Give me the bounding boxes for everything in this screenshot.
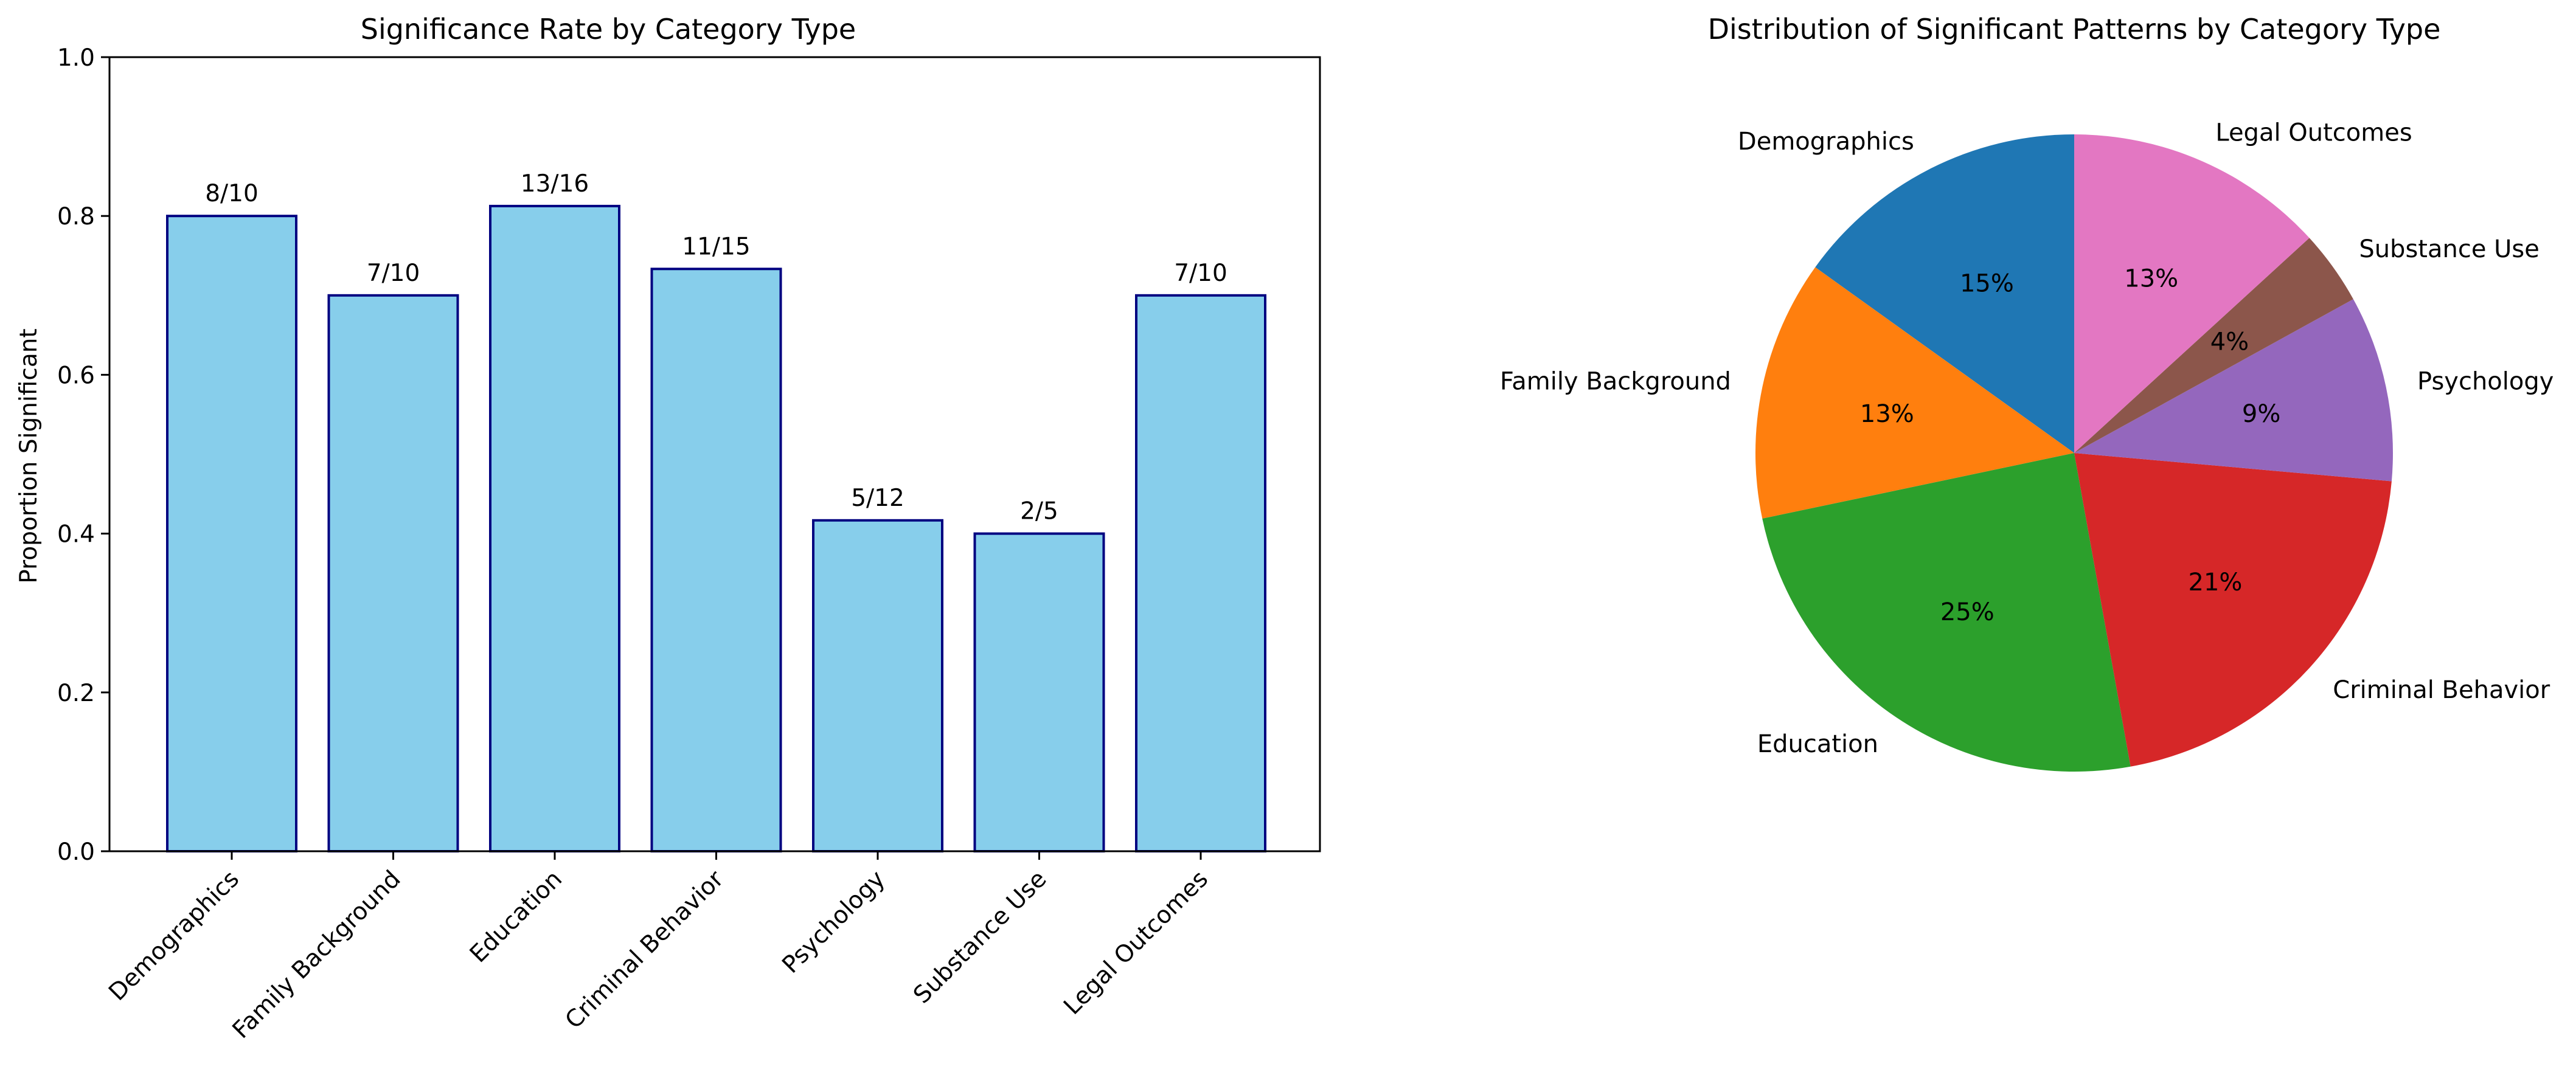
bar-substance-use: [973, 532, 1105, 852]
bar-value-label: 11/15: [682, 233, 750, 260]
bar-chart: Significance Rate by Category Type 0.00.…: [15, 13, 1321, 1044]
pie-slice-demographics: [1815, 134, 2074, 453]
y-axis-ticks: 0.0 0.2 0.4 0.6 0.8 1.0: [57, 44, 109, 866]
x-tick-label: Criminal Behavior: [560, 865, 730, 1035]
pie-chart: Distribution of Significant Patterns by …: [1500, 13, 2554, 772]
pie-percent-label: 15%: [1960, 269, 2014, 297]
pie-slices: [1755, 134, 2394, 772]
y-tick-label: 0.2: [57, 680, 95, 707]
pie-category-label: Psychology: [2417, 367, 2553, 395]
bar-value-label: 7/10: [367, 260, 420, 287]
pie-percent-label: 13%: [1860, 400, 1914, 428]
plot-frame: [108, 56, 1321, 852]
pie-percent-label: 21%: [2189, 569, 2243, 596]
pie-slice-substance-use: [2074, 238, 2353, 453]
x-tick-label: Psychology: [777, 865, 891, 979]
pie-slice-family-background: [1755, 267, 2074, 519]
pie-slice-psychology: [2074, 299, 2394, 482]
y-tick-label: 0.8: [57, 203, 95, 230]
x-tick-label: Education: [465, 865, 568, 968]
bar-value-label: 7/10: [1174, 260, 1227, 287]
bar-education: [489, 204, 620, 852]
pie-percent-label: 13%: [2124, 264, 2178, 292]
pie-slice-legal-outcomes: [2074, 134, 2310, 453]
y-tick-label: 0.0: [57, 838, 95, 866]
pie-slice-criminal-behavior: [2074, 453, 2392, 767]
pie-category-label: Substance Use: [2359, 235, 2540, 263]
pie-slice-education: [1762, 453, 2131, 772]
pie-percent-label: 9%: [2242, 400, 2280, 428]
y-tick-label: 0.6: [57, 362, 95, 389]
bar-value-label: 13/16: [521, 170, 589, 198]
pie-percent-label: 25%: [1940, 598, 1994, 626]
bar-criminal-behavior: [650, 268, 782, 853]
bars: 8/10 7/10 13/16 11/15 5/12 2/5 7/10: [166, 170, 1266, 853]
bar-psychology: [812, 519, 943, 852]
y-tick-label: 0.4: [57, 521, 95, 548]
y-axis-label: Proportion Significant: [15, 328, 43, 583]
x-tick-label: Family Background: [227, 865, 406, 1044]
bar-demographics: [166, 215, 297, 853]
bar-family-background: [327, 294, 459, 852]
pie-category-label: Education: [1757, 730, 1878, 758]
pie-category-label: Demographics: [1738, 128, 1914, 156]
pie-chart-title: Distribution of Significant Patterns by …: [1708, 13, 2441, 46]
pie-category-label: Legal Outcomes: [2215, 119, 2412, 147]
bar-value-label: 2/5: [1020, 498, 1058, 525]
bar-value-label: 5/12: [851, 485, 904, 512]
x-tick-label: Substance Use: [908, 865, 1052, 1009]
pie-percent-label: 4%: [2210, 328, 2249, 356]
bar-legal-outcomes: [1135, 294, 1266, 852]
pie-category-label: Family Background: [1500, 367, 1731, 395]
y-tick-label: 1.0: [57, 44, 95, 72]
pie-category-label: Criminal Behavior: [2333, 676, 2550, 704]
x-tick-label: Demographics: [103, 865, 245, 1006]
bar-chart-title: Significance Rate by Category Type: [361, 13, 856, 46]
pie-labels: 15% Demographics 13% Family Background 25% Ed…: [1500, 119, 2554, 759]
bar-value-label: 8/10: [205, 180, 259, 207]
x-tick-label: Legal Outcomes: [1058, 865, 1213, 1020]
